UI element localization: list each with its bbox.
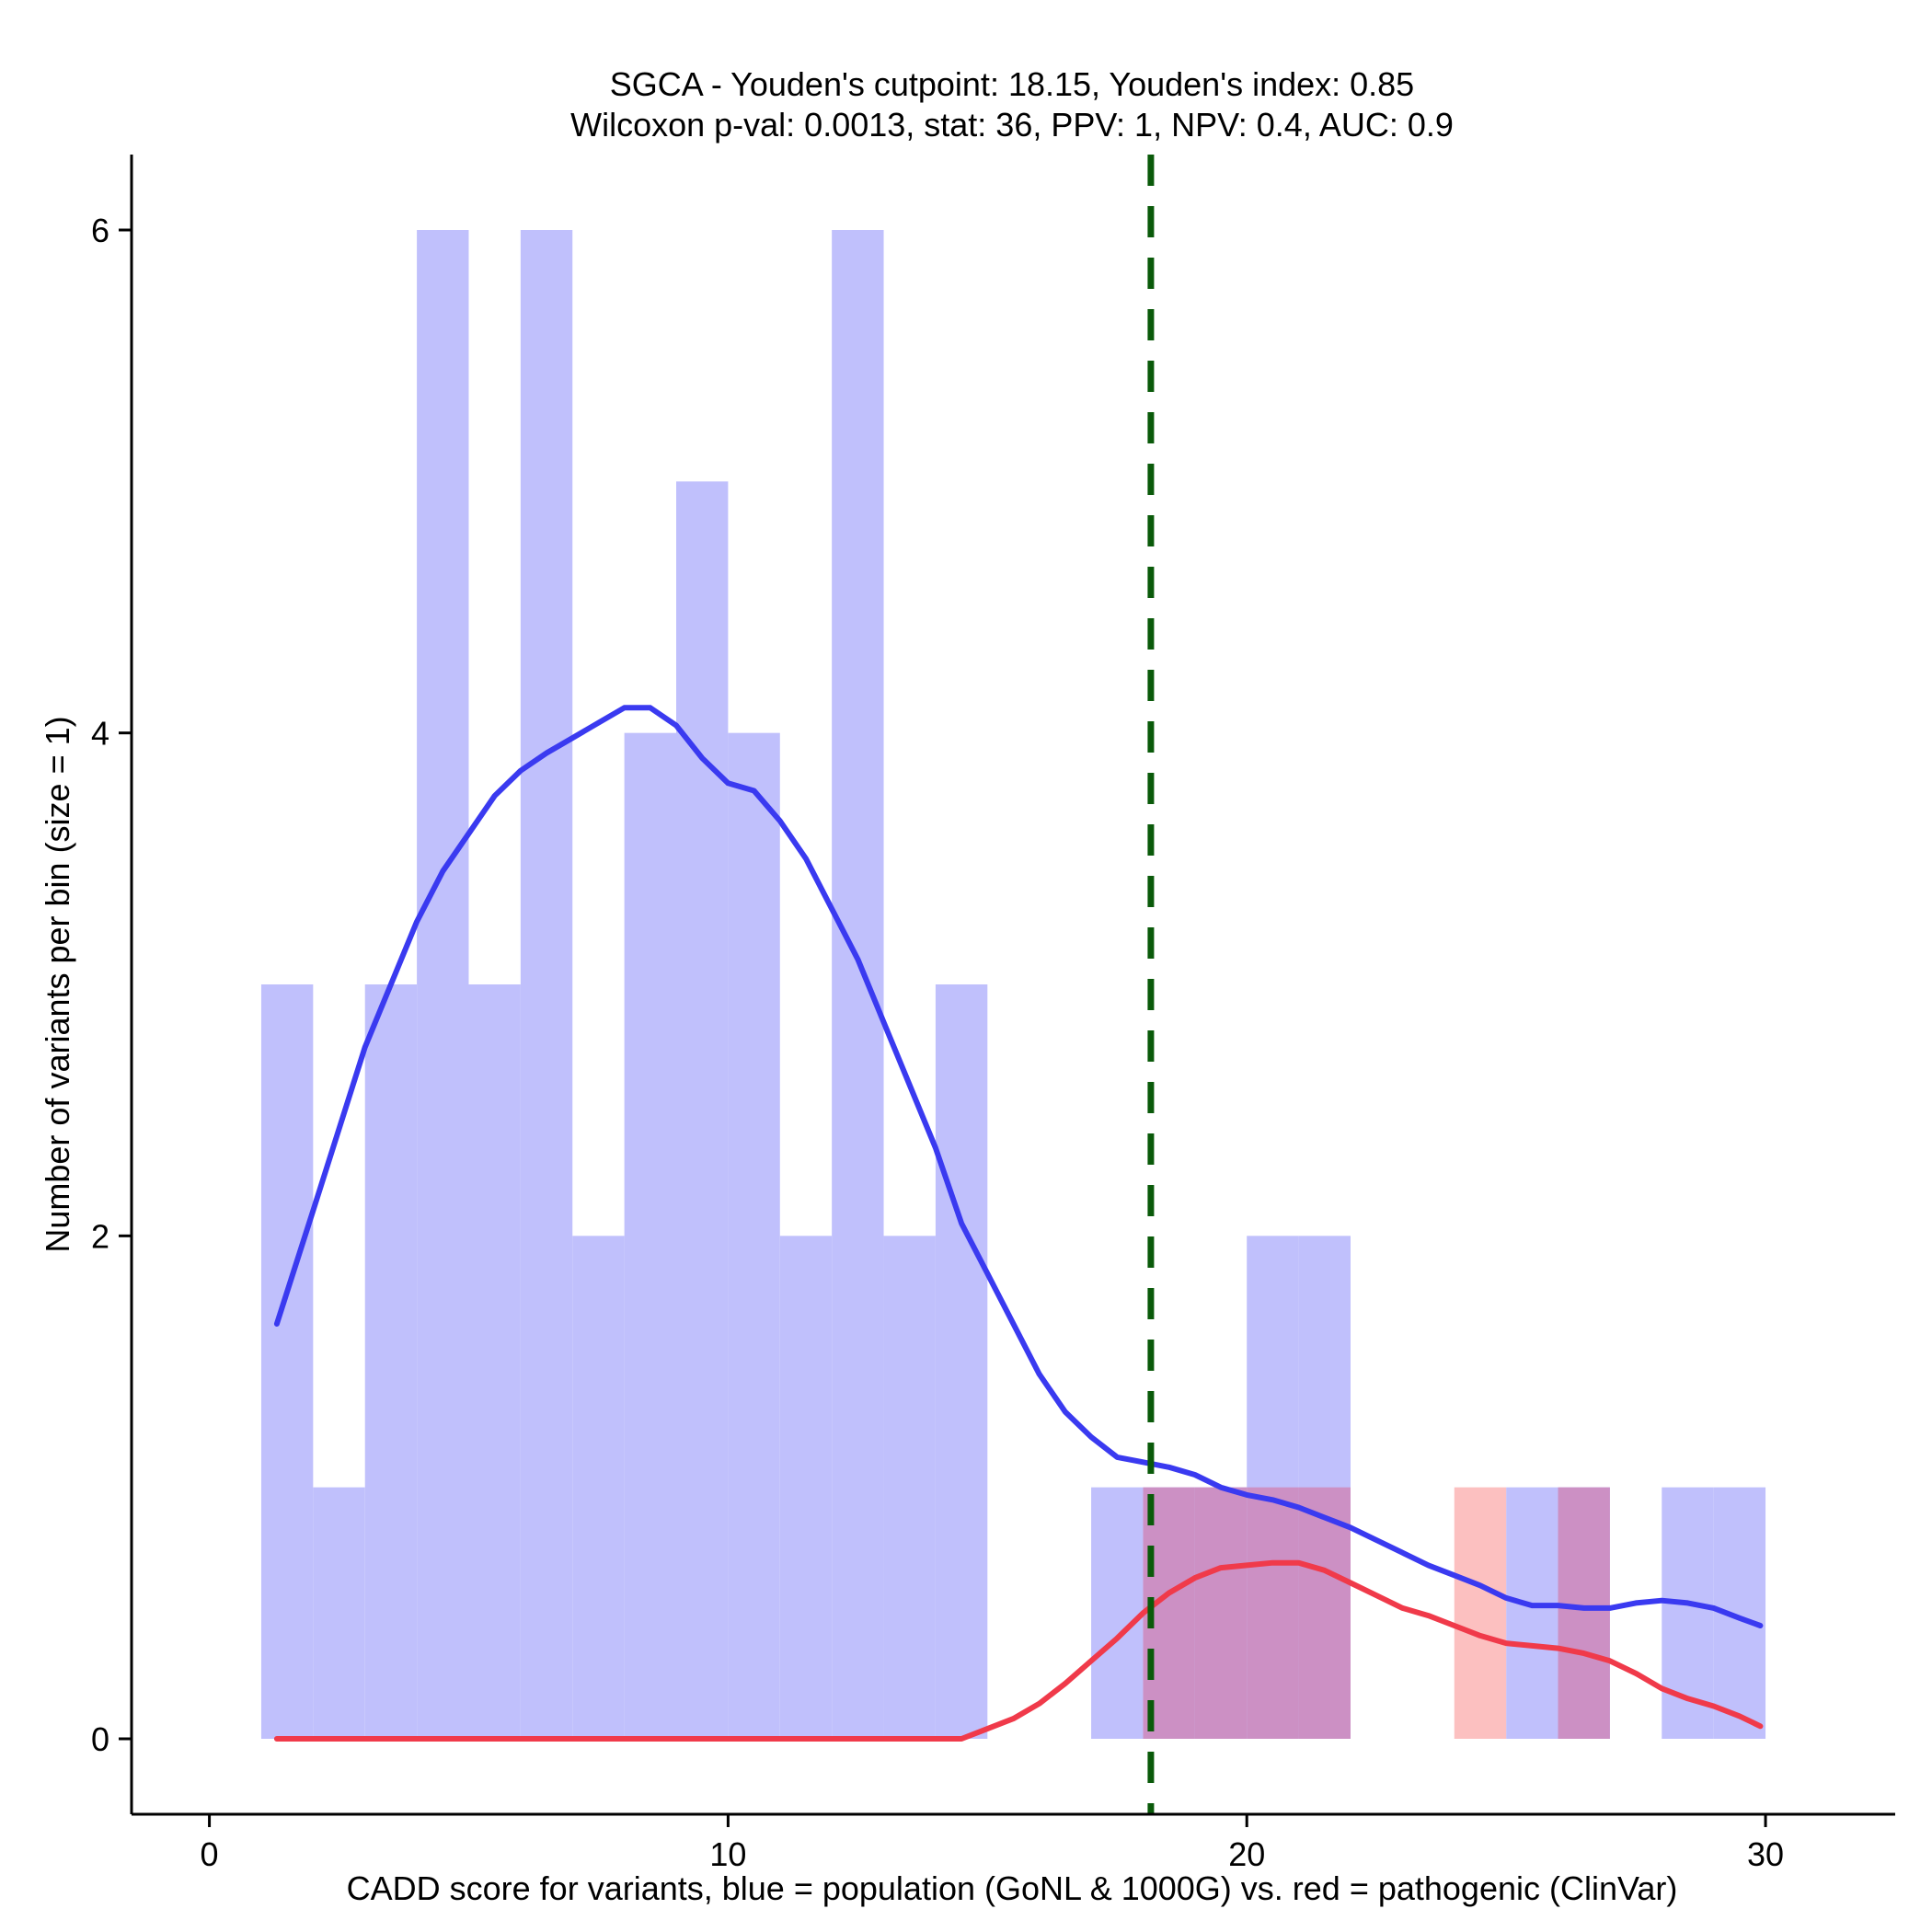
population-bars <box>260 230 1766 1740</box>
population-bar-8 <box>676 481 729 1740</box>
population-bar-4 <box>468 984 521 1739</box>
y-tick-label-0: 0 <box>91 1720 109 1758</box>
y-axis-label: Number of variants per bin (size = 1) <box>39 716 76 1252</box>
x-tick-label-10: 10 <box>709 1835 746 1873</box>
overlap-bar-2 <box>1247 1487 1299 1739</box>
population-bar-5 <box>520 230 573 1739</box>
y-tick-label-2: 2 <box>91 1217 109 1255</box>
population-bar-19 <box>1506 1487 1558 1739</box>
population-bar-11 <box>832 230 884 1739</box>
pathogenic-bar-4 <box>1454 1487 1507 1739</box>
population-bar-14 <box>1091 1487 1144 1739</box>
population-bar-2 <box>364 984 418 1739</box>
population-bar-9 <box>728 732 780 1739</box>
population-bar-10 <box>779 1236 833 1739</box>
chart-title-line2: Wilcoxon p-val: 0.0013, stat: 36, PPV: 1… <box>570 106 1454 144</box>
population-bar-3 <box>417 230 469 1739</box>
population-bar-7 <box>624 732 677 1739</box>
y-axis-ticks: 0 2 4 6 <box>91 212 132 1758</box>
population-bar-13 <box>935 984 988 1739</box>
population-bar-12 <box>883 1236 936 1739</box>
x-axis-label: CADD score for variants, blue = populati… <box>347 1869 1678 1907</box>
chart-title-line1: SGCA - Youden's cutpoint: 18.15, Youden'… <box>610 65 1414 103</box>
population-bar-1 <box>313 1487 365 1739</box>
y-tick-label-6: 6 <box>91 212 109 249</box>
x-tick-label-0: 0 <box>201 1835 219 1873</box>
overlap-bar-5 <box>1558 1487 1610 1739</box>
overlap-bar-1 <box>1194 1487 1248 1739</box>
pathogenic-density-line <box>273 1559 1764 1742</box>
population-bar-0 <box>260 984 314 1739</box>
population-bar-6 <box>572 1236 625 1739</box>
y-tick-label-4: 4 <box>91 715 109 753</box>
pathogenic-bars <box>1454 1487 1507 1739</box>
x-tick-label-30: 30 <box>1747 1835 1784 1873</box>
overlap-bar-3 <box>1298 1487 1351 1739</box>
population-density-line <box>273 705 1764 1628</box>
x-axis-ticks: 0 10 20 30 <box>201 1814 1784 1873</box>
x-tick-label-20: 20 <box>1228 1835 1265 1873</box>
overlap-bars <box>1143 1487 1610 1739</box>
